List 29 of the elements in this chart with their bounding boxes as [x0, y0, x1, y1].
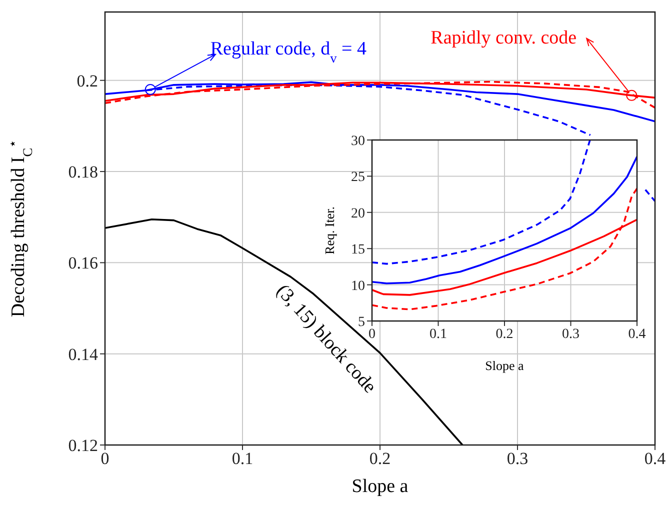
x-tick-label: 0.3: [506, 449, 528, 468]
x-tick-label: 0.2: [496, 326, 514, 342]
y-tick-label: 0.16: [68, 254, 98, 273]
x-axis-title: Slope a: [352, 476, 409, 497]
x-tick-label: 0.2: [369, 449, 391, 468]
x-tick-label: 0.4: [644, 449, 666, 468]
y-tick-label: 5: [358, 314, 365, 330]
x-tick-label: 0.3: [562, 326, 580, 342]
y-tick-label: 0.2: [76, 71, 98, 90]
y-tick-label: 0.14: [68, 344, 98, 364]
y-tick-label: 10: [351, 278, 365, 294]
y-tick-label: 15: [351, 242, 365, 258]
x-axis-title: Slope a: [485, 358, 524, 373]
y-axis-title: Req. Iter.: [322, 206, 337, 255]
annotation: Regular code, d$_{v}$ = 4: [210, 38, 368, 65]
y-tick-label: 25: [351, 170, 365, 186]
line-series: [372, 188, 637, 310]
line-series: [372, 156, 637, 284]
line-series: [372, 140, 591, 265]
x-tick-label: 0.1: [430, 326, 447, 342]
x-tick-label: 0.1: [232, 449, 254, 468]
y-tick-label: 30: [351, 134, 365, 149]
x-tick-label: 0.4: [628, 326, 646, 342]
x-tick-label: 0: [100, 449, 110, 468]
x-tick-label: 0: [368, 326, 376, 342]
annotation: Rapidly conv. code: [430, 27, 577, 48]
y-tick-label: 0.18: [68, 162, 98, 182]
y-tick-label: 20: [351, 206, 365, 222]
y-tick-label: 0.12: [68, 436, 98, 456]
